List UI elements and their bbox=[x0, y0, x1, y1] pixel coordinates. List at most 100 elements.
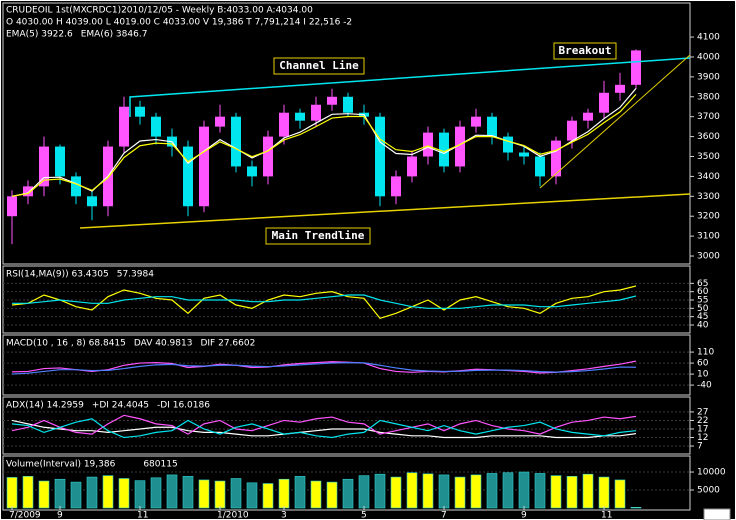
candle-body bbox=[567, 120, 577, 141]
volume-bar bbox=[166, 474, 178, 509]
volume-bar bbox=[630, 507, 642, 509]
candle-body bbox=[39, 146, 49, 187]
y-tick-label: 40 bbox=[697, 321, 709, 331]
series-line bbox=[11, 285, 637, 320]
panel-title: Volume(Interval) 19,386 bbox=[6, 460, 116, 470]
candle-body bbox=[439, 132, 449, 167]
candle-body bbox=[407, 156, 417, 177]
candle-body bbox=[487, 116, 497, 137]
y-tick-label: 3400 bbox=[697, 172, 720, 182]
volume-bar bbox=[150, 477, 162, 509]
annotation: Channel Line bbox=[279, 59, 359, 72]
volume-bar bbox=[294, 476, 306, 509]
series-line bbox=[11, 88, 637, 197]
volume-bar bbox=[230, 478, 242, 509]
y-tick-label: 3000 bbox=[697, 252, 720, 262]
volume-bar bbox=[198, 479, 210, 509]
volume-bar bbox=[582, 473, 594, 509]
volume-bar bbox=[486, 473, 498, 509]
candle-body bbox=[119, 106, 129, 147]
candle-body bbox=[551, 140, 561, 177]
series-line bbox=[11, 414, 637, 435]
volume-bar bbox=[102, 475, 114, 509]
chart-title: CRUDEOIL 1st(MXCRDC1)2010/12/05 - Weekly… bbox=[6, 6, 313, 16]
y-tick-label: 50 bbox=[697, 304, 709, 314]
candle-body bbox=[375, 116, 385, 197]
panel-frame bbox=[2, 334, 691, 396]
legend-entry: 57.3984 bbox=[117, 270, 154, 280]
volume-bar bbox=[310, 480, 322, 509]
volume-bar bbox=[342, 478, 354, 509]
volume-bar bbox=[390, 476, 402, 509]
candle-body bbox=[7, 196, 17, 217]
volume-bar bbox=[134, 480, 146, 509]
volume-bar bbox=[566, 476, 578, 509]
legend-entry: EMA(5) 3922.6 bbox=[6, 30, 73, 40]
candle-body bbox=[87, 196, 97, 207]
legend-entry: -DI 16.0186 bbox=[157, 401, 210, 411]
annotation: Main Trendline bbox=[272, 229, 365, 242]
volume-bar bbox=[262, 483, 274, 509]
chart-subtitle: O 4030.00 H 4039.00 L 4019.00 C 4033.00 … bbox=[6, 18, 352, 28]
candle-body bbox=[327, 96, 337, 105]
y-tick-label: 10000 bbox=[697, 468, 726, 478]
series-line bbox=[11, 418, 637, 439]
y-tick-label: 60 bbox=[697, 287, 709, 297]
series-line bbox=[11, 419, 637, 439]
legend-entry: DIF 27.6602 bbox=[200, 339, 255, 349]
series-line bbox=[12, 294, 637, 309]
main-trendline bbox=[79, 193, 691, 229]
y-tick-label: 27 bbox=[697, 407, 708, 417]
unit-box bbox=[703, 508, 731, 520]
volume-bar bbox=[438, 474, 450, 509]
legend-entry: ADX(14) 14.2959 bbox=[6, 401, 84, 411]
volume-bar bbox=[22, 476, 34, 509]
annotation: Breakout bbox=[559, 44, 612, 57]
y-tick-label: -40 bbox=[697, 381, 712, 391]
volume-bar bbox=[518, 471, 530, 509]
candle-body bbox=[615, 84, 625, 93]
annotation-box bbox=[273, 57, 365, 75]
y-tick-label: 3100 bbox=[697, 232, 720, 242]
x-tick-label: 7/2009 bbox=[9, 511, 41, 520]
volume-bar bbox=[534, 473, 546, 509]
panel-frame bbox=[2, 396, 691, 455]
volume-bar bbox=[550, 475, 562, 509]
y-tick-label: 3200 bbox=[697, 212, 720, 222]
panel-frame bbox=[2, 2, 691, 265]
volume-bar bbox=[118, 478, 130, 509]
volume-bar bbox=[406, 472, 418, 509]
candle-body bbox=[391, 176, 401, 197]
y-tick-label: 110 bbox=[697, 348, 714, 358]
candle-body bbox=[535, 156, 545, 177]
volume-bar bbox=[454, 476, 466, 509]
legend-entry: +DI 24.4045 bbox=[92, 401, 149, 411]
y-tick-label: 3800 bbox=[697, 92, 720, 102]
series-line bbox=[11, 93, 637, 197]
y-tick-label: 5000 bbox=[697, 486, 720, 496]
volume-bar bbox=[374, 473, 386, 509]
series-line bbox=[11, 360, 637, 374]
candle-body bbox=[631, 50, 641, 85]
volume-bar bbox=[54, 478, 66, 509]
candle-body bbox=[583, 112, 593, 121]
y-tick-label: 17 bbox=[697, 424, 708, 434]
candle-body bbox=[599, 92, 609, 113]
candle-body bbox=[55, 146, 65, 177]
volume-bar bbox=[70, 481, 82, 509]
candle-body bbox=[279, 112, 289, 137]
volume-bar bbox=[278, 478, 290, 509]
annotation-box bbox=[553, 42, 617, 60]
candle-body bbox=[199, 126, 209, 207]
y-tick-label: 60 bbox=[697, 359, 709, 369]
x-tick-label: 7 bbox=[441, 511, 447, 520]
legend-entry: EMA(6) 3846.7 bbox=[81, 30, 148, 40]
candle-body bbox=[231, 116, 241, 167]
x-tick-label: 3 bbox=[281, 511, 287, 520]
series-line bbox=[11, 362, 637, 375]
candle-body bbox=[151, 116, 161, 137]
y-tick-label: 4100 bbox=[697, 33, 720, 43]
x-tick-label: 11 bbox=[601, 511, 612, 520]
